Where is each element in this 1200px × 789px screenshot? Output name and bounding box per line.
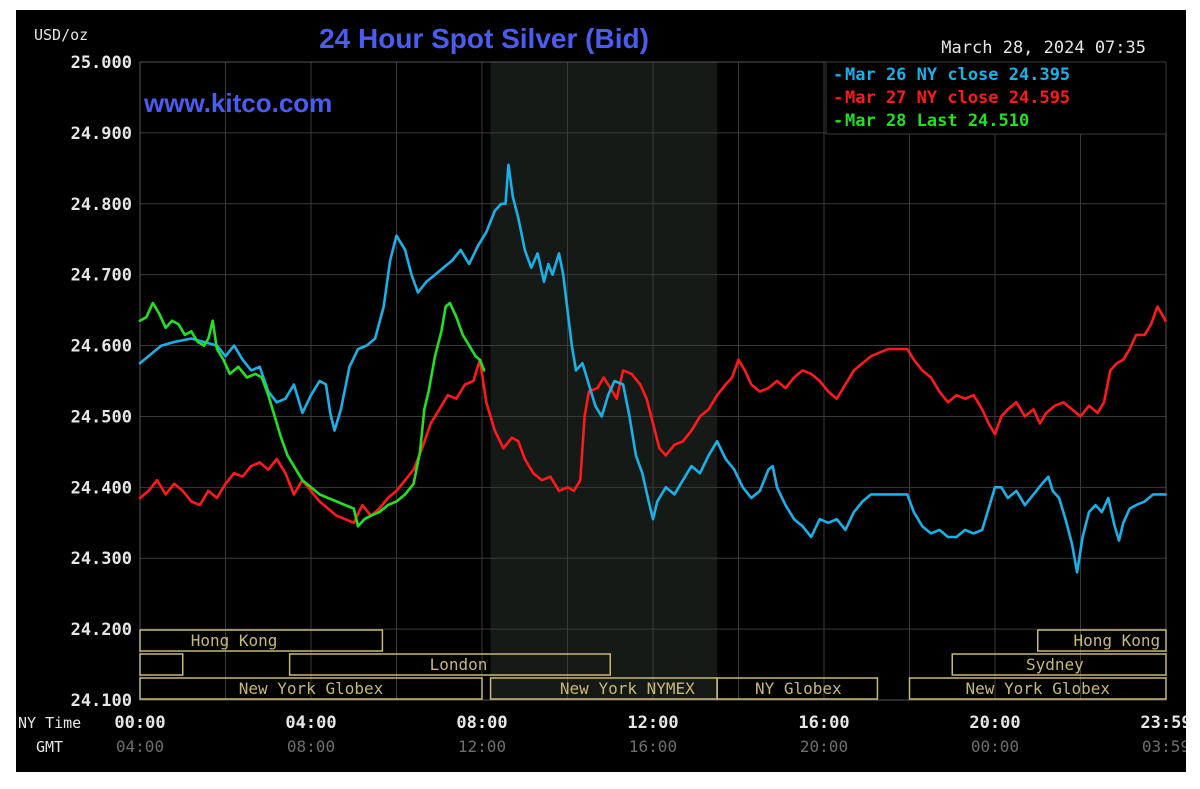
gmt-row-label: GMT — [36, 738, 63, 756]
legend-mar26: Mar 26 NY close 24.395 — [845, 65, 1070, 85]
session-ny-globex: NY Globex — [716, 677, 879, 700]
session-london: London — [288, 653, 611, 676]
price-series — [138, 163, 1167, 574]
series-line-1 — [138, 305, 1167, 525]
y-tick-label: 24.800 — [71, 195, 132, 215]
x-tick-labels: 00:00 04:00 04:00 08:00 08:00 12:00 12:00 16:00… — [114, 713, 1186, 756]
session-label: Sydney — [1026, 655, 1084, 674]
x-tick-ny: 00:00 — [114, 713, 165, 733]
y-tick-labels: 25.000 24.900 24.800 24.700 24.600 24.500 24.4… — [71, 53, 132, 711]
session-label: Hong Kong — [1073, 631, 1160, 650]
session-label: New York Globex — [966, 679, 1111, 698]
series-line-2 — [138, 301, 486, 528]
x-tick-ny: 16:00 — [798, 713, 849, 733]
session-box — [139, 653, 184, 676]
session-box — [288, 653, 611, 676]
x-tick-gmt: 08:00 — [287, 737, 335, 756]
x-tick-ny: 08:00 — [456, 713, 507, 733]
x-tick-gmt: 12:00 — [458, 737, 506, 756]
session-hong-kong: Hong Kong — [1037, 629, 1167, 652]
x-tick-gmt: 04:00 — [116, 737, 164, 756]
session-sydney: Sydney — [951, 653, 1167, 676]
x-tick-gmt: 00:00 — [971, 737, 1019, 756]
y-tick-label: 24.200 — [71, 620, 132, 640]
y-tick-label: 24.600 — [71, 337, 132, 357]
session-label: NY Globex — [755, 679, 842, 698]
session-box — [716, 677, 879, 700]
legend-box — [825, 61, 1167, 135]
unit-label: USD/oz — [34, 26, 88, 44]
session-new-york-globex: New York Globex — [908, 677, 1167, 700]
x-tick-gmt: 03:59 — [1142, 737, 1186, 756]
ny-time-row-label: NY Time — [18, 714, 81, 732]
y-tick-label: 24.500 — [71, 407, 132, 427]
y-tick-label: 24.100 — [71, 691, 132, 711]
legend-mar27-marker: - — [833, 88, 843, 108]
y-tick-label: 25.000 — [71, 53, 132, 73]
session-new-york-globex: New York Globex — [139, 677, 483, 700]
market-sessions: Hong Kong Hong Kong London Sydney New York G… — [139, 629, 1167, 700]
chart-frame: Hong Kong Hong Kong London Sydney New York G… — [16, 10, 1186, 772]
session-label: New York NYMEX — [560, 679, 695, 698]
x-tick-gmt: 20:00 — [800, 737, 848, 756]
silver-price-chart: Hong Kong Hong Kong London Sydney New York G… — [16, 10, 1186, 772]
legend-mar28-marker: - — [833, 111, 843, 131]
session-hong-kong: Hong Kong — [139, 629, 384, 652]
ny-session-shade — [490, 62, 718, 700]
y-tick-label: 24.400 — [71, 478, 132, 498]
plot-border — [139, 61, 1167, 701]
x-tick-gmt: 16:00 — [629, 737, 677, 756]
session-blank — [139, 653, 184, 676]
timestamp: March 28, 2024 07:35 — [941, 38, 1146, 58]
x-tick-ny: 20:00 — [969, 713, 1020, 733]
chart-title: 24 Hour Spot Silver (Bid) — [319, 23, 649, 54]
legend: - Mar 26 NY close 24.395 - Mar 27 NY clo… — [825, 61, 1167, 135]
session-label: New York Globex — [239, 679, 384, 698]
x-tick-ny: 23:59 — [1140, 713, 1186, 733]
session-box — [908, 677, 1167, 700]
legend-mar27: Mar 27 NY close 24.595 — [845, 88, 1070, 108]
session-box — [1037, 629, 1167, 652]
session-box — [139, 629, 384, 652]
legend-mar28: Mar 28 Last 24.510 — [845, 111, 1029, 131]
series-line-0 — [138, 163, 1167, 574]
watermark: www.kitco.com — [143, 88, 332, 118]
session-label: Hong Kong — [191, 631, 278, 650]
session-label: London — [430, 655, 488, 674]
session-box — [951, 653, 1167, 676]
y-tick-label: 24.300 — [71, 549, 132, 569]
legend-mar26-marker: - — [833, 65, 843, 85]
session-box — [139, 677, 483, 700]
x-tick-ny: 12:00 — [627, 713, 678, 733]
x-tick-ny: 04:00 — [285, 713, 336, 733]
y-tick-label: 24.700 — [71, 266, 132, 286]
y-tick-label: 24.900 — [71, 124, 132, 144]
